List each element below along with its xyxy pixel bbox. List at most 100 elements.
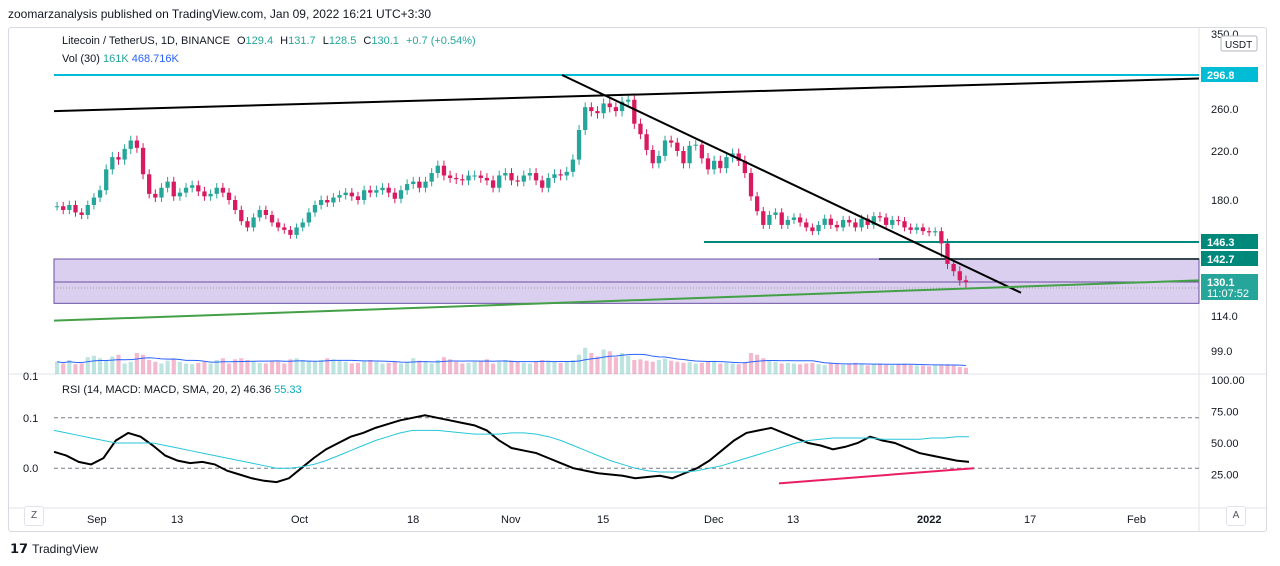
candle: [183, 183, 189, 198]
candle: [681, 146, 686, 169]
candle: [73, 200, 78, 217]
countdown-label: 11:07:52: [1207, 288, 1249, 300]
volume-bar: [67, 360, 72, 374]
candle-body: [159, 187, 164, 198]
candle-body: [67, 204, 72, 210]
volume-bar: [257, 362, 262, 374]
candle-body: [951, 263, 956, 272]
candle: [693, 139, 698, 151]
price-chart[interactable]: 350.0260.0220.0180.0114.099.0296.8146.31…: [9, 28, 1266, 531]
rsi-legend: RSI (14, MACD: MACD, SMA, 20, 2) 46.36 5…: [62, 384, 302, 396]
candle-body: [718, 160, 723, 169]
volume-bar: [828, 363, 833, 374]
candle-body: [840, 219, 846, 228]
symbol-name: Litecoin / TetherUS, 1D, BINANCE: [62, 35, 230, 47]
candle-body: [472, 175, 477, 177]
candle: [257, 205, 262, 222]
volume-bar: [884, 364, 889, 374]
volume-bar: [945, 364, 950, 374]
candle: [190, 180, 195, 193]
volume-bar: [718, 363, 723, 374]
candle-body: [920, 227, 926, 232]
candle: [275, 218, 281, 232]
candle: [220, 183, 226, 198]
candle-body: [669, 140, 674, 143]
volume-bar: [755, 354, 760, 374]
volume-bar: [748, 353, 754, 374]
candle: [214, 183, 219, 199]
volume-bar: [699, 362, 704, 374]
candle-body: [945, 243, 950, 264]
candle-body: [712, 160, 717, 170]
time-tick: Dec: [704, 514, 724, 526]
volume-bar: [798, 364, 803, 374]
candle: [662, 135, 668, 162]
candle: [67, 200, 72, 215]
rsi-left-tick: 0.0: [23, 463, 38, 475]
candle-body: [245, 221, 250, 228]
candle-body: [834, 224, 840, 228]
volume-bar: [233, 359, 238, 374]
candle: [570, 154, 576, 177]
candle-body: [859, 218, 864, 228]
volume-bar: [374, 361, 379, 374]
price-label-bg: [1201, 274, 1258, 300]
candle-body: [447, 175, 453, 178]
chart-frame[interactable]: 350.0 260.0 220.0 180.0 114.0 99.0 296.8 146.3 1…: [8, 27, 1267, 532]
volume-bar: [429, 363, 434, 374]
ohlc-close: 130.1: [371, 35, 399, 47]
candle-body: [411, 181, 416, 185]
volume-bar: [736, 364, 741, 374]
candle-body: [791, 217, 797, 220]
volume-bar: [914, 365, 919, 374]
candle-body: [804, 222, 809, 228]
price-label: 296.8: [1207, 70, 1235, 82]
candle: [263, 205, 269, 220]
candle-body: [847, 219, 852, 223]
volume-bar: [939, 364, 944, 374]
candle-body: [638, 123, 643, 135]
rsi-tick: 100.00: [1211, 375, 1245, 387]
volume-bar: [669, 360, 674, 374]
volume-bar: [693, 363, 698, 374]
volume-bar: [491, 363, 496, 374]
candle: [233, 195, 238, 215]
volume-label: Vol (30): [62, 53, 100, 65]
volume-bar: [165, 360, 170, 374]
candle: [533, 168, 539, 186]
price-label-bg: [1201, 234, 1258, 249]
candle: [374, 185, 379, 198]
volume-bar: [804, 363, 809, 374]
candle: [705, 153, 711, 175]
axis-left-button[interactable]: Z: [24, 506, 44, 526]
candle: [128, 135, 133, 154]
volume-bar: [110, 356, 115, 374]
footer-brand: 𝟭𝟳 TradingView: [10, 541, 98, 557]
candle-body: [318, 200, 324, 205]
volume-bar: [761, 358, 766, 374]
volume-bar: [509, 360, 514, 374]
candle-body: [97, 190, 103, 198]
candle: [460, 174, 465, 186]
candle: [110, 151, 115, 175]
axis-auto-button[interactable]: A: [1226, 506, 1246, 526]
time-tick: Nov: [501, 514, 521, 526]
candle-body: [724, 157, 729, 169]
candle-body: [779, 212, 784, 225]
candle-body: [282, 227, 287, 230]
time-tick: 15: [597, 514, 609, 526]
candle: [497, 170, 502, 193]
price-tick: 99.0: [1211, 346, 1232, 358]
volume-bar: [251, 361, 256, 374]
volume-bar: [607, 351, 612, 374]
candle: [368, 185, 373, 198]
candle-body: [312, 204, 318, 213]
candle-body: [423, 181, 428, 188]
candle-body: [374, 190, 379, 193]
candle-body: [656, 155, 662, 164]
candle-body: [754, 196, 760, 212]
candle-body: [785, 219, 790, 225]
volume-bar: [282, 363, 287, 374]
candle-body: [865, 218, 870, 225]
volume-bar: [392, 361, 397, 374]
